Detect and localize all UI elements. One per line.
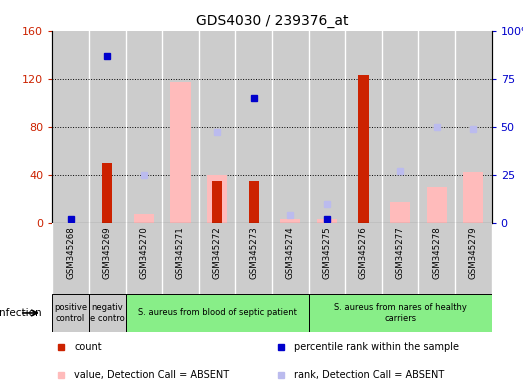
- Bar: [102, 163, 112, 223]
- Bar: [345, 223, 382, 294]
- Bar: [455, 31, 492, 223]
- Text: positive
control: positive control: [54, 303, 87, 323]
- Bar: [418, 223, 455, 294]
- Text: GSM345271: GSM345271: [176, 226, 185, 279]
- Bar: [89, 31, 126, 223]
- Text: GSM345275: GSM345275: [322, 226, 332, 279]
- Bar: [248, 181, 259, 223]
- Bar: [309, 294, 492, 332]
- Text: GSM345277: GSM345277: [395, 226, 405, 279]
- Bar: [134, 214, 154, 223]
- Bar: [199, 31, 235, 223]
- Bar: [317, 219, 337, 223]
- Bar: [126, 294, 309, 332]
- Bar: [89, 223, 126, 294]
- Bar: [235, 223, 272, 294]
- Bar: [272, 223, 309, 294]
- Bar: [89, 294, 126, 332]
- Text: value, Detection Call = ABSENT: value, Detection Call = ABSENT: [74, 370, 230, 380]
- Text: GSM345279: GSM345279: [469, 226, 478, 279]
- Bar: [382, 223, 418, 294]
- Bar: [207, 175, 227, 223]
- Text: count: count: [74, 341, 102, 352]
- Text: S. aureus from blood of septic patient: S. aureus from blood of septic patient: [138, 308, 297, 318]
- Bar: [272, 31, 309, 223]
- Bar: [52, 31, 89, 223]
- Text: infection: infection: [0, 308, 42, 318]
- Bar: [126, 223, 162, 294]
- Bar: [427, 187, 447, 223]
- Text: rank, Detection Call = ABSENT: rank, Detection Call = ABSENT: [294, 370, 444, 380]
- Title: GDS4030 / 239376_at: GDS4030 / 239376_at: [196, 14, 348, 28]
- Bar: [162, 31, 199, 223]
- Bar: [455, 223, 492, 294]
- Bar: [126, 31, 162, 223]
- Bar: [235, 31, 272, 223]
- Bar: [52, 223, 89, 294]
- Text: GSM345274: GSM345274: [286, 226, 295, 279]
- Text: GSM345269: GSM345269: [103, 226, 112, 279]
- Bar: [358, 75, 369, 223]
- Text: GSM345268: GSM345268: [66, 226, 75, 279]
- Bar: [170, 82, 190, 223]
- Text: GSM345278: GSM345278: [432, 226, 441, 279]
- Text: negativ
e contro: negativ e contro: [90, 303, 124, 323]
- Text: GSM345270: GSM345270: [139, 226, 149, 279]
- Bar: [418, 31, 455, 223]
- Text: S. aureus from nares of healthy
carriers: S. aureus from nares of healthy carriers: [334, 303, 467, 323]
- Text: GSM345276: GSM345276: [359, 226, 368, 279]
- Bar: [280, 219, 300, 223]
- Bar: [390, 202, 410, 223]
- Bar: [162, 223, 199, 294]
- Bar: [52, 294, 89, 332]
- Text: GSM345272: GSM345272: [212, 226, 222, 279]
- Bar: [212, 181, 222, 223]
- Bar: [309, 31, 345, 223]
- Bar: [345, 31, 382, 223]
- Text: percentile rank within the sample: percentile rank within the sample: [294, 341, 459, 352]
- Bar: [309, 223, 345, 294]
- Bar: [382, 31, 418, 223]
- Bar: [199, 223, 235, 294]
- Bar: [463, 172, 483, 223]
- Text: GSM345273: GSM345273: [249, 226, 258, 279]
